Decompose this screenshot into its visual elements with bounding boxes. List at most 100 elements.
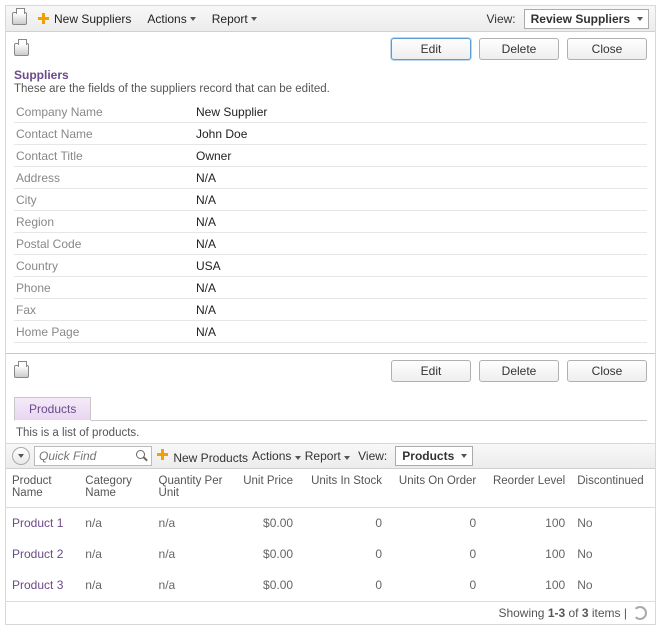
products-view-value: Products <box>402 449 454 463</box>
edit-button[interactable]: Edit <box>391 360 471 382</box>
field-label: Country <box>14 259 196 273</box>
tabs: Products <box>14 396 647 421</box>
chevron-down-icon <box>461 454 467 458</box>
new-suppliers-button[interactable]: New Suppliers <box>31 10 137 28</box>
cell-price: $0.00 <box>236 539 299 570</box>
report-label: Report <box>305 449 341 463</box>
view-select[interactable]: Review Suppliers <box>524 9 649 29</box>
field-value: N/A <box>196 171 216 185</box>
quick-find[interactable] <box>34 446 152 466</box>
field-value: N/A <box>196 325 216 339</box>
table-row[interactable]: Product 1n/an/a$0.0000100No <box>6 508 655 539</box>
cell-name[interactable]: Product 2 <box>6 539 79 570</box>
printer-icon[interactable] <box>14 365 29 378</box>
grid-icon <box>12 12 27 25</box>
table-row[interactable]: Product 2n/an/a$0.0000100No <box>6 539 655 570</box>
actions-label: Actions <box>147 12 186 26</box>
delete-button[interactable]: Delete <box>479 360 559 382</box>
footer-suffix: items | <box>589 606 627 620</box>
printer-icon[interactable] <box>14 43 29 56</box>
field-value: N/A <box>196 237 216 251</box>
cell-cat: n/a <box>79 508 152 539</box>
cell-price: $0.00 <box>236 508 299 539</box>
cell-qpu: n/a <box>153 570 237 601</box>
new-products-label: New Products <box>173 451 248 465</box>
cell-stock: 0 <box>299 508 388 539</box>
plus-icon <box>37 12 51 26</box>
edit-button[interactable]: Edit <box>391 38 471 60</box>
cell-disc: No <box>571 570 655 601</box>
products-view-label: View: <box>358 449 387 463</box>
cell-stock: 0 <box>299 539 388 570</box>
cell-name[interactable]: Product 3 <box>6 570 79 601</box>
view-value: Review Suppliers <box>531 12 630 26</box>
field-label: Region <box>14 215 196 229</box>
footer-range: 1-3 <box>548 606 565 620</box>
cell-disc: No <box>571 539 655 570</box>
products-desc: This is a list of products. <box>6 421 655 443</box>
col-units-on-order[interactable]: Units On Order <box>388 471 482 508</box>
field-value: John Doe <box>196 127 247 141</box>
footer-mid: of <box>565 606 582 620</box>
report-label: Report <box>212 12 248 26</box>
cell-disc: No <box>571 508 655 539</box>
quick-find-input[interactable] <box>39 449 136 463</box>
col-discontinued[interactable]: Discontinued <box>571 471 655 508</box>
new-products-button[interactable]: New Products <box>156 448 248 465</box>
search-icon[interactable] <box>136 450 147 462</box>
field-row: Contact NameJohn Doe <box>14 123 647 145</box>
products-grid: Product Name Category Name Quantity Per … <box>6 471 655 601</box>
field-value: New Supplier <box>196 105 267 119</box>
cell-reorder: 100 <box>482 508 571 539</box>
cell-price: $0.00 <box>236 570 299 601</box>
field-value: N/A <box>196 281 216 295</box>
products-report-menu[interactable]: Report <box>305 449 350 463</box>
supplier-actionbar: Edit Delete Close <box>6 32 655 66</box>
actions-menu[interactable]: Actions <box>141 10 201 28</box>
report-menu[interactable]: Report <box>206 10 263 28</box>
col-reorder-level[interactable]: Reorder Level <box>482 471 571 508</box>
products-view-select[interactable]: Products <box>395 446 473 466</box>
cell-name[interactable]: Product 1 <box>6 508 79 539</box>
field-row: RegionN/A <box>14 211 647 233</box>
field-value: Owner <box>196 149 231 163</box>
refresh-icon[interactable] <box>633 606 647 620</box>
table-row[interactable]: Product 3n/an/a$0.0000100No <box>6 570 655 601</box>
cell-stock: 0 <box>299 570 388 601</box>
field-row: FaxN/A <box>14 299 647 321</box>
expand-toggle[interactable] <box>12 447 30 465</box>
supplier-fields: Company NameNew Supplier Contact NameJohn… <box>6 101 655 347</box>
products-actions-menu[interactable]: Actions <box>252 449 301 463</box>
field-row: Postal CodeN/A <box>14 233 647 255</box>
footer-total: 3 <box>582 606 589 620</box>
cell-qpu: n/a <box>153 508 237 539</box>
close-button[interactable]: Close <box>567 38 647 60</box>
suppliers-desc: These are the fields of the suppliers re… <box>6 83 655 101</box>
suppliers-title: Suppliers <box>6 66 655 83</box>
chevron-down-icon <box>295 456 301 460</box>
field-row: Contact TitleOwner <box>14 145 647 167</box>
field-label: Company Name <box>14 105 196 119</box>
col-category-name[interactable]: Category Name <box>79 471 152 508</box>
cell-qpu: n/a <box>153 539 237 570</box>
col-unit-price[interactable]: Unit Price <box>236 471 299 508</box>
chevron-down-icon <box>190 17 196 21</box>
delete-button[interactable]: Delete <box>479 38 559 60</box>
tab-products[interactable]: Products <box>14 397 91 421</box>
field-label: Contact Title <box>14 149 196 163</box>
actions-label: Actions <box>252 449 291 463</box>
field-row: Home PageN/A <box>14 321 647 343</box>
top-toolbar: New Suppliers Actions Report View: Revie… <box>6 6 655 32</box>
grid-footer: Showing 1-3 of 3 items | <box>6 601 655 624</box>
col-units-in-stock[interactable]: Units In Stock <box>299 471 388 508</box>
field-value: USA <box>196 259 221 273</box>
close-button[interactable]: Close <box>567 360 647 382</box>
col-product-name[interactable]: Product Name <box>6 471 79 508</box>
chevron-down-icon <box>18 454 24 458</box>
field-label: Address <box>14 171 196 185</box>
field-label: Postal Code <box>14 237 196 251</box>
chevron-down-icon <box>344 456 350 460</box>
col-qpu[interactable]: Quantity Per Unit <box>153 471 237 508</box>
field-value: N/A <box>196 303 216 317</box>
chevron-down-icon <box>637 17 643 21</box>
